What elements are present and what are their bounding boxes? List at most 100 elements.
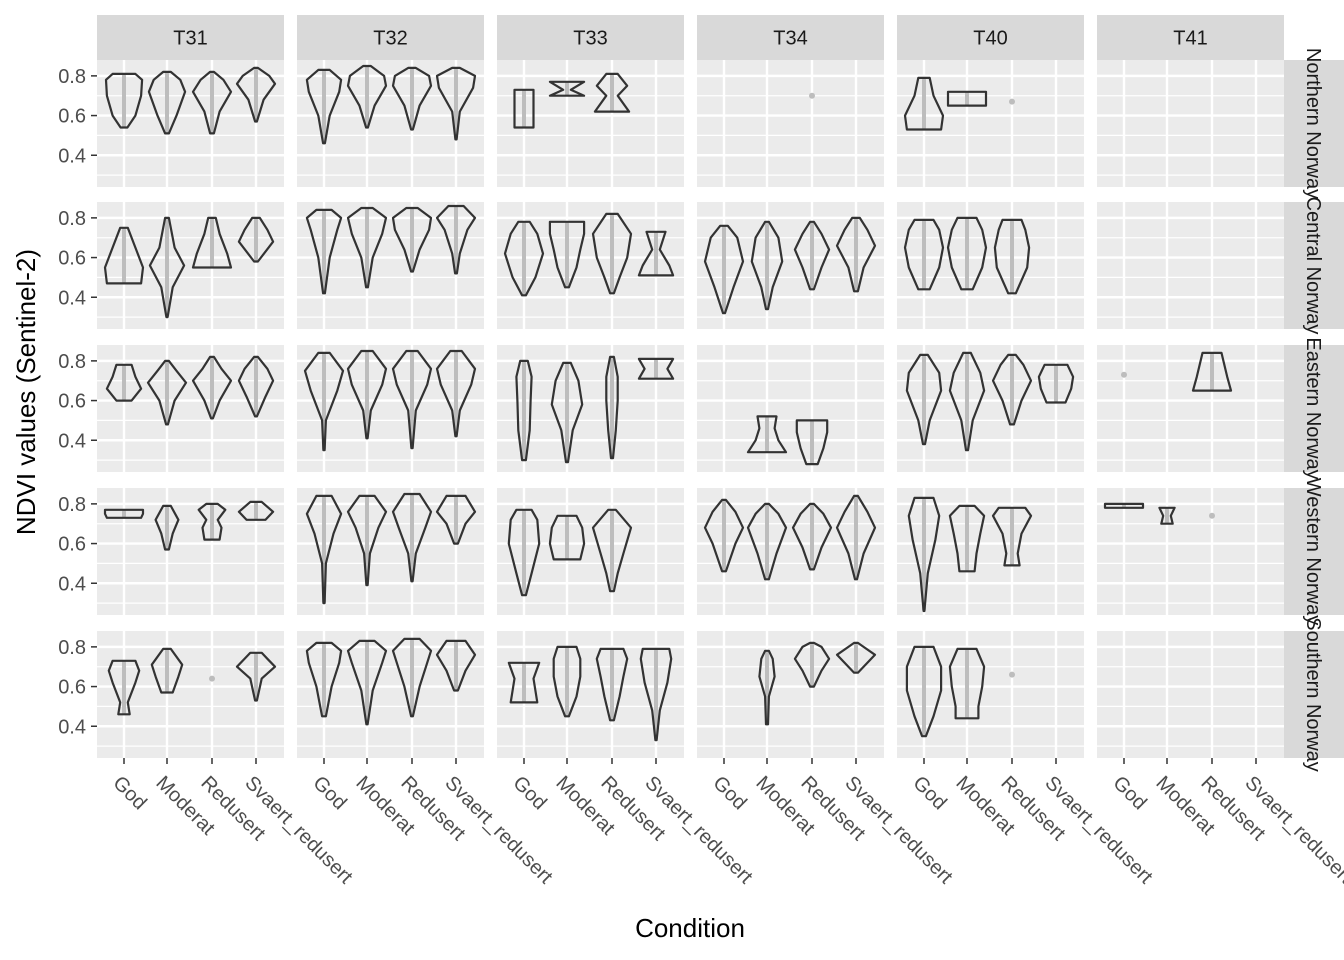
violin-svaert_redusert: [435, 204, 477, 275]
panel-background: [697, 488, 884, 615]
data-point: [1121, 371, 1127, 378]
data-point: [1009, 98, 1015, 105]
y-tick-label: 0.4: [58, 145, 86, 167]
violin-moderat: [552, 645, 582, 718]
violin-svaert_redusert: [435, 494, 477, 545]
panel-background: [1097, 60, 1284, 187]
y-tick-label: 0.8: [58, 637, 86, 659]
panel-background: [97, 60, 284, 187]
violin-god: [905, 353, 943, 446]
column-strip: [297, 15, 484, 60]
panel-background: [297, 345, 484, 472]
violin-svaert_redusert: [237, 500, 275, 521]
column-strip-label: T40: [973, 28, 1007, 50]
y-tick-label: 0.8: [58, 66, 86, 88]
y-tick-label: 0.4: [58, 430, 86, 452]
violin-redusert: [793, 220, 831, 291]
row-strip-label: Eastern Norway: [1302, 337, 1324, 479]
violin-redusert: [791, 502, 833, 571]
violin-moderat: [147, 70, 187, 135]
violin-redusert: [191, 216, 233, 269]
panel-background: [897, 631, 1084, 758]
violin-redusert: [993, 218, 1031, 295]
violin-layer: [103, 64, 1233, 742]
violin-god: [907, 496, 941, 613]
violin-moderat: [746, 415, 788, 454]
violin-svaert_redusert: [435, 66, 477, 141]
violin-god: [903, 218, 945, 291]
column-strip: [697, 15, 884, 60]
data-point: [1009, 671, 1015, 678]
violin-god: [305, 68, 343, 145]
y-tick-label: 0.6: [58, 248, 86, 270]
violin-redusert: [605, 355, 619, 460]
y-tick-label: 0.4: [58, 716, 86, 738]
violin-moderat: [148, 216, 186, 319]
violin-svaert_redusert: [237, 216, 275, 263]
violin-god: [303, 351, 345, 452]
violin-redusert: [197, 502, 227, 541]
violin-redusert: [591, 212, 633, 295]
panel-layer: [97, 60, 1284, 758]
column-strip: [97, 15, 284, 60]
violin-redusert: [595, 647, 629, 722]
data-point: [809, 92, 815, 99]
violin-god: [903, 76, 945, 131]
x-tick-label: God: [1108, 772, 1150, 814]
violin-svaert_redusert: [835, 494, 877, 581]
column-strip: [497, 15, 684, 60]
violin-moderat: [548, 514, 586, 561]
violin-svaert_redusert: [435, 639, 477, 692]
x-tick-label: God: [108, 772, 150, 814]
panel-background: [897, 345, 1084, 472]
violin-moderat: [948, 351, 986, 452]
panel-background: [897, 488, 1084, 615]
violin-god: [107, 659, 141, 716]
violin-moderat: [750, 220, 784, 311]
violin-svaert_redusert: [235, 651, 277, 702]
violin-moderat: [946, 216, 988, 291]
violin-redusert: [991, 506, 1033, 567]
row-strip: [1284, 631, 1344, 758]
row-strip-label: Central Norway: [1302, 197, 1324, 335]
violin-god: [703, 498, 745, 573]
panel-background: [697, 202, 884, 329]
violin-moderat: [746, 502, 788, 581]
y-tick-label: 0.6: [58, 391, 86, 413]
x-tick-label: God: [308, 772, 350, 814]
violin-god: [305, 641, 343, 718]
violin-god: [515, 359, 533, 462]
y-tick-label: 0.6: [58, 106, 86, 128]
violin-moderat: [150, 647, 184, 694]
x-tick-label: God: [708, 772, 750, 814]
x-axis-title: Condition: [635, 913, 745, 943]
violin-svaert_redusert: [1037, 363, 1075, 404]
violin-god: [1103, 502, 1145, 509]
violin-redusert: [391, 637, 433, 718]
data-point: [1209, 512, 1215, 519]
violin-redusert: [793, 641, 831, 688]
panel-background: [1097, 202, 1284, 329]
violin-svaert_redusert: [237, 355, 275, 418]
column-strip-label: T31: [173, 28, 207, 50]
violin-svaert_redusert: [835, 641, 877, 674]
y-axis-title: NDVI values (Sentinel-2): [11, 249, 41, 535]
data-point: [209, 675, 215, 682]
panel-background: [1097, 488, 1284, 615]
row-strip-label: Northern Norway: [1302, 48, 1324, 199]
panel-background: [497, 631, 684, 758]
y-tick-label: 0.8: [58, 208, 86, 230]
y-tick-label: 0.4: [58, 573, 86, 595]
panel-background: [897, 202, 1084, 329]
violin-moderat: [758, 649, 776, 726]
y-tick-label: 0.4: [58, 287, 86, 309]
y-tick-label: 0.8: [58, 494, 86, 516]
violin-svaert_redusert: [637, 357, 675, 380]
violin-god: [905, 645, 943, 738]
violin-god: [703, 224, 745, 315]
panel-background: [1097, 345, 1284, 472]
violin-moderat: [346, 349, 388, 440]
violin-god: [305, 494, 343, 605]
